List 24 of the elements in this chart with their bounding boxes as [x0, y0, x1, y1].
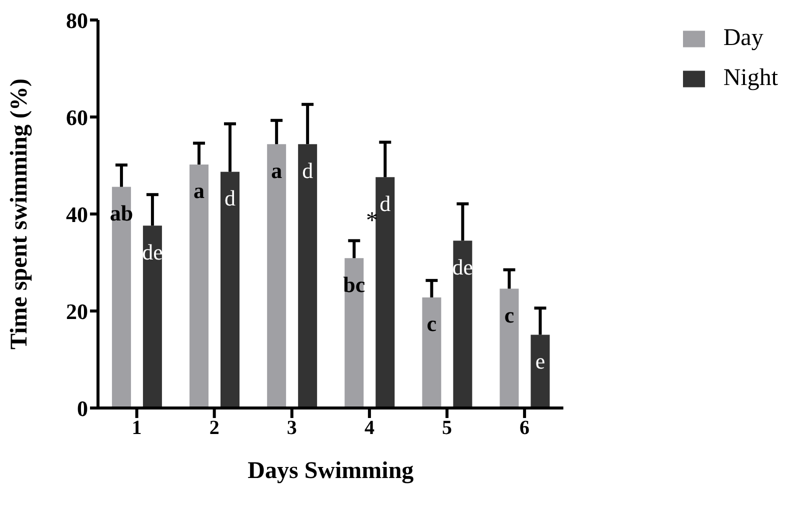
x-tick-label: 1 [132, 417, 142, 440]
legend-label: Day [723, 25, 764, 51]
legend-label: Night [723, 65, 778, 91]
x-axis-title: Days Swimming [248, 458, 414, 484]
data-label: de [142, 239, 163, 264]
y-tick-label: 60 [66, 104, 88, 130]
data-label: a [271, 158, 282, 183]
data-label: e [535, 348, 546, 374]
data-label: c [426, 311, 437, 336]
y-tick-label: 40 [66, 202, 88, 227]
x-tick-label: 5 [442, 417, 452, 440]
x-tick-label: 3 [286, 417, 297, 440]
x-tick-label: 6 [520, 417, 530, 440]
data-label: d [380, 190, 391, 216]
y-tick-label: 0 [77, 396, 88, 421]
data-label: a [194, 178, 205, 204]
data-label: d [224, 185, 236, 210]
x-tick-label: 2 [209, 417, 220, 440]
y-tick-label: 20 [66, 298, 88, 324]
data-label: c [504, 302, 514, 328]
y-axis-title: Time spent swimming (%) [6, 78, 33, 350]
y-tick-label: 80 [66, 8, 88, 33]
data-label: d [302, 158, 314, 183]
x-tick-label: 4 [364, 417, 374, 440]
